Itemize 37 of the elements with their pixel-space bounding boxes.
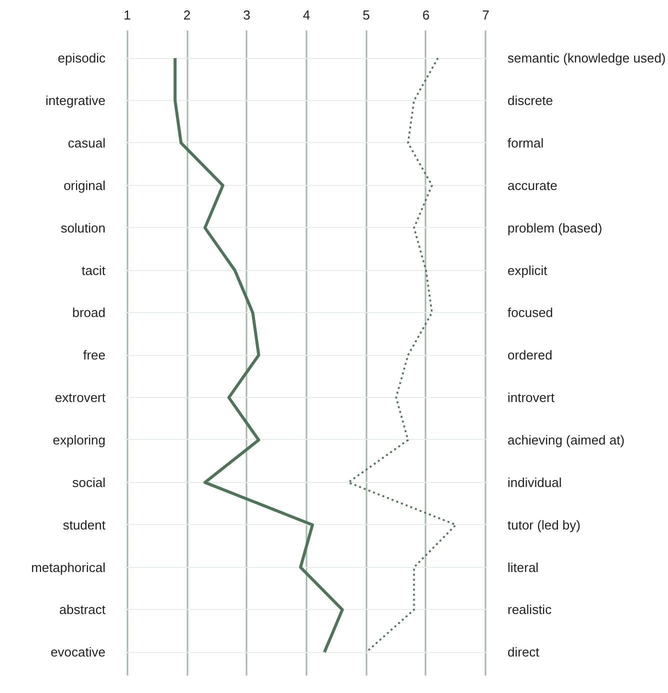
y2-tick-label: explicit [508, 262, 548, 278]
y-tick-label: integrative [46, 93, 106, 108]
x-tick-label: 5 [362, 8, 370, 22]
y2-tick-label: accurate [508, 178, 558, 193]
y-tick-label: exploring [52, 432, 106, 448]
y-tick-label: evocative [50, 644, 106, 660]
x-tick-label: 1 [124, 8, 131, 22]
x-tick-label: 7 [482, 8, 490, 22]
y2-tick-label: realistic [508, 602, 552, 618]
y-tick-label: episodic [58, 50, 106, 66]
x-tick-label: 6 [422, 8, 430, 22]
x-tick-label: 4 [302, 8, 310, 22]
y2-tick-label: ordered [508, 348, 552, 363]
y2-tick-label: discrete [508, 93, 554, 108]
x-tick-label: 2 [183, 8, 191, 22]
y2-tick-label: introvert [508, 390, 555, 406]
y-tick-label: student [62, 517, 106, 532]
y2-tick-label: tutor (led by) [508, 517, 580, 532]
y-tick-label: social [72, 474, 106, 490]
y2-tick-label: literal [508, 560, 539, 575]
y-tick-label: metaphorical [31, 560, 106, 575]
y-tick-label: original [64, 178, 106, 193]
y-tick-label: solution [60, 220, 106, 236]
y2-tick-label: semantic (knowledge used) [508, 50, 666, 66]
y-tick-label: tacit [82, 262, 106, 278]
y2-tick-label: individual [508, 474, 562, 490]
y-tick-label: free [83, 348, 106, 363]
y2-tick-label: problem (based) [508, 220, 602, 236]
y-tick-label: broad [72, 305, 106, 320]
y-tick-label: abstract [59, 602, 106, 618]
y2-tick-label: focused [508, 305, 554, 320]
y2-tick-label: direct [508, 644, 540, 660]
y2-tick-label: achieving (aimed at) [508, 432, 625, 448]
y-tick-label: extrovert [54, 390, 106, 406]
y2-tick-label: formal [508, 135, 544, 150]
x-tick-label: 3 [243, 8, 250, 22]
y-tick-label: casual [68, 135, 106, 150]
